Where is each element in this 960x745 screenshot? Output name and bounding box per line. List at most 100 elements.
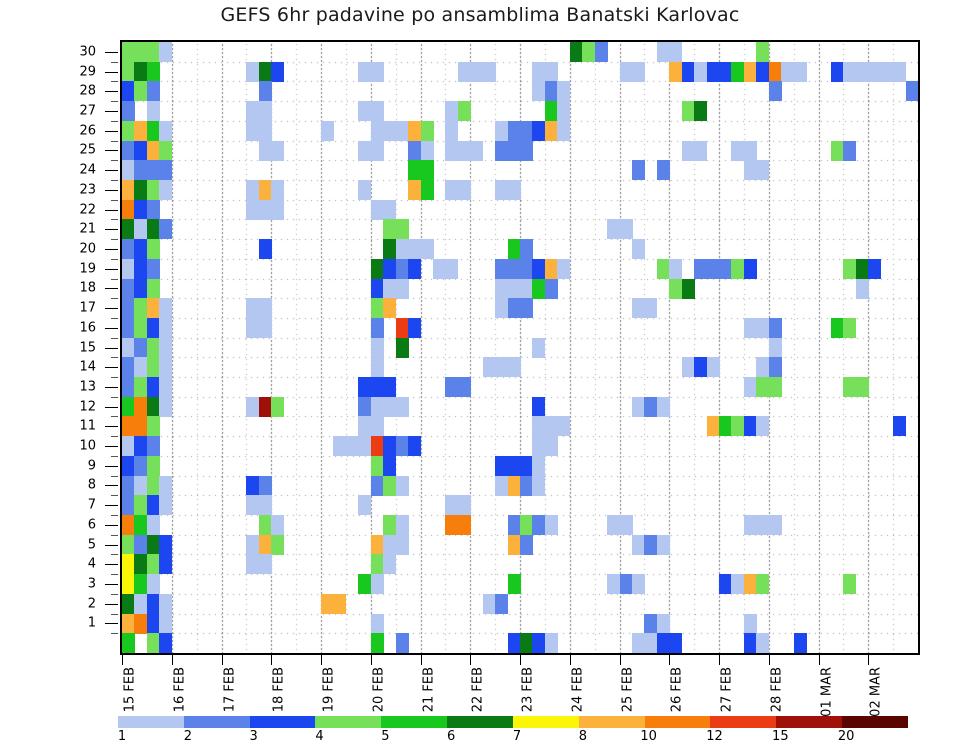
heatmap-cell — [134, 554, 148, 575]
heatmap-cell — [669, 278, 683, 299]
y-tick-mark — [105, 544, 118, 546]
heatmap-cell — [122, 140, 135, 161]
colorbar-segment-12 — [842, 716, 908, 728]
heatmap-cell — [520, 633, 533, 653]
heatmap-cell — [321, 120, 334, 141]
y-tick-mark — [105, 386, 118, 388]
heatmap-cell — [656, 534, 670, 555]
heatmap-cell — [258, 199, 272, 220]
x-tick-label-15-FEB: 15 FEB — [122, 667, 138, 713]
heatmap-cell — [146, 574, 160, 595]
y-tick-minor — [111, 160, 118, 162]
heatmap-cell — [843, 377, 857, 398]
heatmap-cell — [383, 239, 397, 260]
heatmap-cell — [594, 42, 608, 62]
heatmap-cell — [345, 436, 359, 457]
heatmap-cell — [544, 416, 558, 437]
heatmap-cell — [271, 61, 285, 82]
heatmap-cell — [731, 140, 745, 161]
y-tick-mark — [105, 130, 118, 132]
heatmap-cell — [383, 436, 397, 457]
heatmap-cell — [246, 475, 260, 496]
x-tick-label-21-FEB: 21 FEB — [421, 667, 436, 713]
heatmap-cell — [122, 357, 135, 378]
y-tick-minor — [111, 475, 118, 477]
heatmap-cell — [756, 317, 770, 338]
heatmap-cell — [445, 140, 459, 161]
heatmap-cell — [370, 357, 384, 378]
heatmap-cell — [843, 574, 857, 595]
heatmap-cell — [830, 61, 844, 82]
heatmap-cell — [146, 357, 160, 378]
heatmap-cell — [495, 258, 509, 279]
heatmap-cell — [134, 436, 148, 457]
y-tick-minor — [111, 61, 118, 63]
y-tick-minor — [111, 219, 118, 221]
heatmap-cell — [557, 120, 571, 141]
heatmap-cell — [134, 357, 148, 378]
heatmap-cell — [408, 120, 422, 141]
heatmap-cell — [420, 179, 434, 200]
heatmap-cell — [408, 179, 422, 200]
y-tick-minor — [111, 613, 118, 615]
colorbar-segment-6 — [447, 716, 513, 728]
heatmap-cell — [656, 396, 670, 417]
heatmap-plot-area[interactable] — [120, 40, 920, 655]
y-tick-label-24: 24 — [79, 162, 96, 178]
y-tick-label-13: 13 — [79, 379, 96, 395]
heatmap-cell — [122, 515, 135, 536]
y-tick-mark — [105, 603, 118, 605]
heatmap-cell — [495, 298, 509, 319]
y-tick-mark — [105, 150, 118, 152]
heatmap-cell — [383, 120, 397, 141]
heatmap-cell — [134, 475, 148, 496]
heatmap-cell — [146, 317, 160, 338]
heatmap-cell — [408, 160, 422, 181]
heatmap-cell — [146, 219, 160, 240]
heatmap-cell — [370, 298, 384, 319]
y-tick-mark — [105, 51, 118, 53]
y-tick-label-15: 15 — [79, 340, 96, 355]
heatmap-cell — [122, 120, 135, 141]
heatmap-cell — [470, 140, 484, 161]
heatmap-cell — [134, 160, 148, 181]
colorbar-segment-5 — [381, 716, 448, 728]
heatmap-cell — [669, 42, 683, 62]
heatmap-cell — [122, 436, 135, 457]
heatmap-cell — [395, 278, 409, 299]
heatmap-cell — [607, 515, 621, 536]
colorbar-label-10: 10 — [640, 729, 657, 744]
heatmap-cell — [669, 61, 683, 82]
x-tick-mark — [719, 655, 720, 665]
heatmap-cell — [457, 495, 471, 516]
heatmap-cell — [507, 258, 521, 279]
heatmap-cell — [719, 258, 732, 279]
y-tick-mark — [105, 327, 118, 329]
heatmap-cell — [134, 61, 148, 82]
heatmap-cell — [395, 239, 409, 260]
heatmap-cell — [134, 613, 148, 634]
heatmap-cell — [395, 219, 409, 240]
heatmap-cell — [731, 574, 745, 595]
heatmap-cell — [457, 140, 471, 161]
heatmap-cell — [258, 140, 272, 161]
heatmap-cell — [122, 337, 135, 358]
heatmap-cell — [122, 317, 135, 338]
heatmap-cell — [122, 219, 135, 240]
heatmap-cell — [146, 377, 160, 398]
heatmap-cell — [520, 475, 533, 496]
heatmap-cell — [370, 633, 384, 653]
heatmap-cell — [258, 239, 272, 260]
heatmap-cell — [358, 574, 372, 595]
heatmap-cell — [246, 179, 260, 200]
colorbar-segment-4 — [315, 716, 382, 728]
heatmap-cell — [495, 179, 509, 200]
heatmap-cell — [383, 219, 397, 240]
heatmap-cell — [146, 593, 160, 614]
heatmap-cell — [146, 120, 160, 141]
x-tick-mark — [420, 655, 422, 665]
heatmap-cell — [656, 42, 670, 62]
x-tick-mark — [569, 655, 571, 665]
y-tick-minor — [111, 377, 118, 379]
heatmap-cell — [122, 633, 135, 653]
